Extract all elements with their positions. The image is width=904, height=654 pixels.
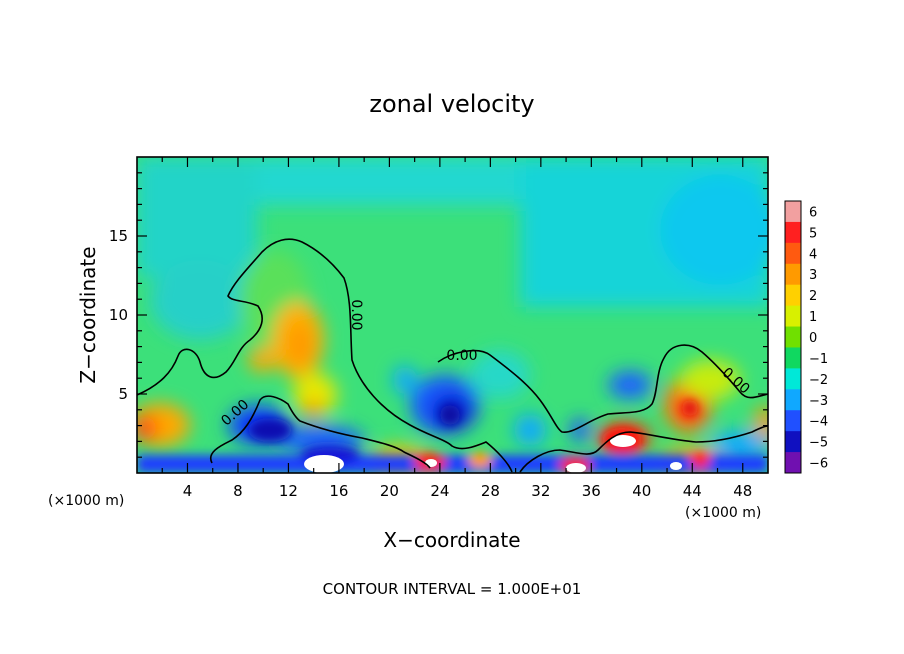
white-core	[304, 455, 344, 473]
plot-area: 0.00 0.00 0.00 0.00	[137, 157, 768, 473]
colorbar-swatch	[785, 347, 801, 369]
white-core	[425, 459, 437, 467]
x-tick-label: 24	[430, 482, 449, 500]
x-tick-label: 44	[683, 482, 702, 500]
colorbar-label: 3	[809, 268, 817, 283]
white-core	[670, 462, 682, 470]
field-smooth-layer	[137, 157, 768, 473]
colorbar-label: −6	[809, 457, 828, 472]
colorbar-swatch	[785, 305, 801, 328]
contour-label: 0.00	[446, 348, 477, 364]
colorbar-label: 4	[809, 247, 817, 262]
y-tick-label: 5	[118, 385, 128, 403]
colorbar-label: −2	[809, 373, 828, 388]
zero-contours	[137, 238, 768, 473]
contour-label: 0.00	[348, 299, 364, 330]
x-tick-label: 48	[733, 482, 752, 500]
x-tick-label: 8	[233, 482, 243, 500]
colorbar-label: 0	[809, 331, 817, 346]
colorbar-label: 2	[809, 289, 817, 304]
x-axis-label: X−coordinate	[383, 528, 520, 552]
colorbar-swatch	[785, 221, 801, 244]
colorbar-swatch	[785, 452, 801, 474]
colorbar-swatch	[785, 368, 801, 390]
colorbar-swatch	[785, 201, 801, 223]
colorbar-label: −3	[809, 394, 828, 409]
x-tick-label: 36	[582, 482, 601, 500]
x-tick-label: 16	[329, 482, 348, 500]
colorbar-label: 6	[809, 205, 817, 220]
zero-contour-line	[519, 425, 768, 473]
white-core	[566, 463, 586, 473]
colorbar-label: −4	[809, 415, 828, 430]
x-tick-label: 12	[279, 482, 298, 500]
y-tick-label: 10	[109, 306, 128, 324]
colorbar-swatch	[785, 263, 801, 286]
colorbar-swatch	[785, 326, 801, 348]
x-tick-label: 32	[531, 482, 550, 500]
colorbar-frame	[784, 200, 802, 474]
x-tick-label: 20	[380, 482, 399, 500]
colorbar-label: −5	[809, 436, 828, 451]
zero-contour-line	[437, 344, 768, 433]
colorbar-swatch	[785, 242, 801, 265]
colorbar-label: 1	[809, 310, 817, 325]
colorbar: 6 5 4 3 2 1 0 −1 −2 −3 −4 −5 −6	[784, 200, 828, 474]
chart-title: zonal velocity	[369, 90, 534, 118]
colorbar-label: −1	[809, 352, 828, 367]
colorbar-swatch	[785, 431, 801, 453]
colorbar-swatch	[785, 284, 801, 307]
zero-contour-line	[209, 395, 431, 469]
colorbar-swatch	[785, 389, 801, 411]
y-axis-label: Z−coordinate	[76, 246, 100, 383]
colorbar-label: 5	[809, 226, 817, 241]
white-core	[610, 435, 636, 447]
x-tick-label: 40	[632, 482, 651, 500]
footer-text: CONTOUR INTERVAL = 1.000E+01	[323, 580, 582, 598]
zero-contour-line	[137, 238, 513, 473]
x-unit-right: (×1000 m)	[685, 505, 761, 521]
x-tick-label: 4	[183, 482, 193, 500]
colorbar-swatch	[785, 410, 801, 432]
y-tick-label: 15	[109, 227, 128, 245]
x-unit-left: (×1000 m)	[48, 493, 124, 509]
x-tick-label: 28	[481, 482, 500, 500]
